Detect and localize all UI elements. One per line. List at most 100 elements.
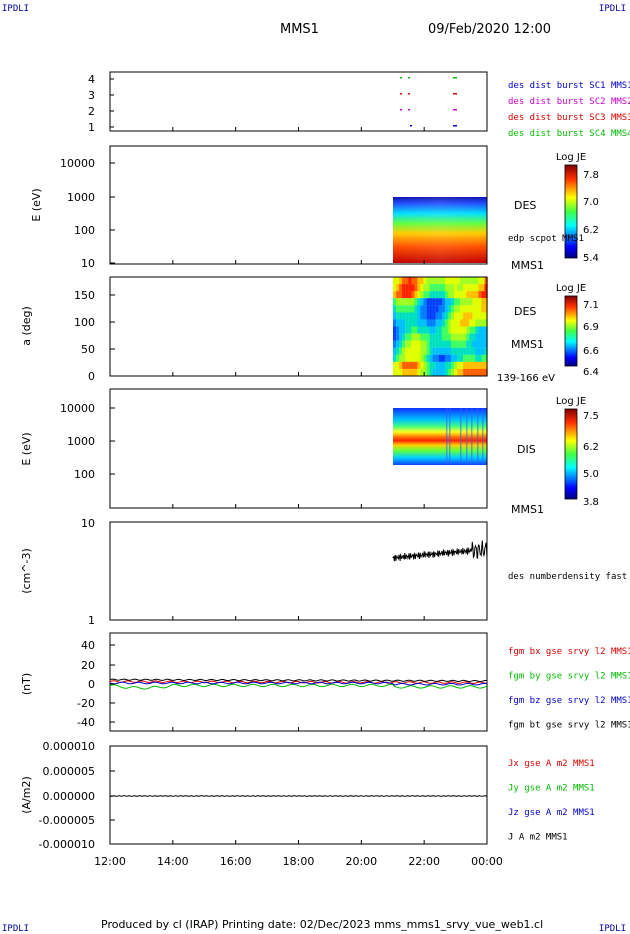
legend-density: des numberdensity fast M: [508, 572, 630, 582]
colorbar-tick: 6.6: [583, 346, 599, 357]
label-mms1: MMS1: [511, 259, 544, 272]
ytick: -0.000005: [39, 814, 95, 827]
ytick: 10: [81, 517, 95, 530]
label-dis: DIS: [517, 443, 536, 456]
ytick: 20: [81, 659, 95, 672]
des-pitch-colorbar: [564, 295, 578, 367]
colorbar-tick: 7.8: [583, 170, 599, 181]
ytick: 1000: [67, 191, 95, 204]
ytick: 150: [74, 289, 95, 302]
xtick-12:00: 12:00: [94, 855, 126, 868]
ytick: 10000: [60, 157, 95, 170]
corner-br: IPDLI: [598, 924, 626, 934]
ytick: 4: [88, 73, 95, 86]
ytick: 2: [88, 105, 95, 118]
colorbar-tick: 5.0: [583, 469, 599, 480]
bt-series: [109, 678, 488, 683]
panel-availability: [109, 71, 488, 132]
panel-dis-energy: [109, 388, 578, 509]
ytick: -0.000010: [39, 838, 95, 851]
footer-text: Produced by cl (IRAP) Printing date: 02/…: [101, 918, 544, 931]
ytick: 0: [88, 370, 95, 383]
legend-b2: fgm by gse srvy l2 MMS1: [508, 672, 630, 682]
colorbar-tick: 6.2: [583, 442, 599, 453]
colorbar-title: Log JE: [556, 283, 586, 294]
density-series: [392, 540, 488, 562]
panel-des-energy: [109, 145, 578, 265]
ytick: 0.000010: [43, 740, 96, 753]
colorbar-tick: 7.5: [583, 411, 599, 422]
availability-markers: [400, 77, 457, 127]
ytick: 100: [74, 224, 95, 237]
legend-1: des dist burst SC1 MMS1: [508, 81, 630, 91]
ylabel-des-energy: E (eV): [30, 188, 43, 221]
corner-bl: IPDLI: [2, 924, 30, 934]
ylabel-magnetic-field: (nT): [20, 673, 33, 695]
ytick: 10: [81, 257, 95, 270]
label-des: DES: [514, 199, 536, 212]
label-des-pitch: DES: [514, 305, 536, 318]
xtick-16:00: 16:00: [220, 855, 252, 868]
ytick: 40: [81, 639, 95, 652]
ytick: 0: [88, 678, 95, 691]
ytick: 0.000000: [43, 790, 96, 803]
legend-b4: fgm bt gse srvy l2 MMS1: [508, 721, 630, 731]
xtick-20:00: 20:00: [345, 855, 377, 868]
colorbar-tick: 3.8: [583, 497, 599, 508]
colorbar-tick: 6.9: [583, 322, 599, 333]
legend-b1: fgm bx gse srvy l2 MMS1: [508, 647, 630, 657]
panel-des-pitch: [109, 276, 578, 377]
header-datetime: 09/Feb/2020 12:00: [428, 22, 551, 37]
xtick-00:00: 00:00: [471, 855, 503, 868]
label-energy-range: 139-166 eV: [497, 373, 555, 384]
legend-b3: fgm bz gse srvy l2 MMS1: [508, 696, 630, 706]
colorbar-tick: 5.4: [583, 253, 599, 264]
legend-2: des dist burst SC2 MMS2: [508, 97, 630, 107]
corner-tl: IPDLI: [2, 4, 30, 14]
label-mms1-pitch: MMS1: [511, 338, 544, 351]
xtick-22:00: 22:00: [408, 855, 440, 868]
des-energy-colorbar: [564, 164, 578, 259]
label-edp-scpot: edp scpot MMS1: [508, 234, 584, 244]
colorbar-tick: 6.4: [583, 367, 599, 378]
panel-current-density: [109, 745, 488, 845]
ylabel-current-density: (A/m2): [20, 776, 33, 814]
legend-4: des dist burst SC4 MMS4: [508, 129, 630, 139]
ytick: 100: [74, 468, 95, 481]
legend-j4: J A m2 MMS1: [508, 833, 568, 843]
legend-j2: Jy gse A m2 MMS1: [508, 784, 595, 794]
ylabel-density: (cm^-3): [20, 548, 33, 594]
colorbar-title: Log JE: [556, 152, 586, 163]
colorbar-tick: 6.2: [583, 225, 599, 236]
colorbar-tick: 7.0: [583, 197, 599, 208]
ytick: 3: [88, 89, 95, 102]
label-mms1-dis: MMS1: [511, 503, 544, 516]
panel-density: [109, 521, 488, 621]
ytick: 1: [88, 614, 95, 627]
dis-energy-spectrogram: [393, 408, 487, 465]
colorbar-tick: 7.1: [583, 300, 599, 311]
ytick: -20: [77, 697, 95, 710]
ytick: 50: [81, 343, 95, 356]
xtick-14:00: 14:00: [157, 855, 189, 868]
ylabel-des-pitch: a (deg): [20, 306, 33, 346]
ylabel-dis-energy: E (eV): [20, 432, 33, 465]
ytick: -40: [77, 716, 95, 729]
header-mission: MMS1: [280, 22, 319, 37]
by-series: [109, 683, 488, 690]
legend-3: des dist burst SC3 MMS3: [508, 113, 630, 123]
ytick: 100: [74, 316, 95, 329]
ytick: 10000: [60, 402, 95, 415]
panel-magnetic-field: [109, 632, 488, 732]
des-pitch-spectrogram: [393, 277, 488, 377]
legend-j1: Jx gse A m2 MMS1: [508, 759, 595, 769]
current-series: [109, 795, 488, 797]
ytick: 1: [88, 121, 95, 134]
colorbar-title: Log JE: [556, 396, 586, 407]
legend-j3: Jz gse A m2 MMS1: [508, 808, 595, 818]
bz-series: [109, 681, 488, 686]
xtick-18:00: 18:00: [283, 855, 315, 868]
ytick: 1000: [67, 435, 95, 448]
dis-energy-colorbar: [564, 408, 578, 500]
